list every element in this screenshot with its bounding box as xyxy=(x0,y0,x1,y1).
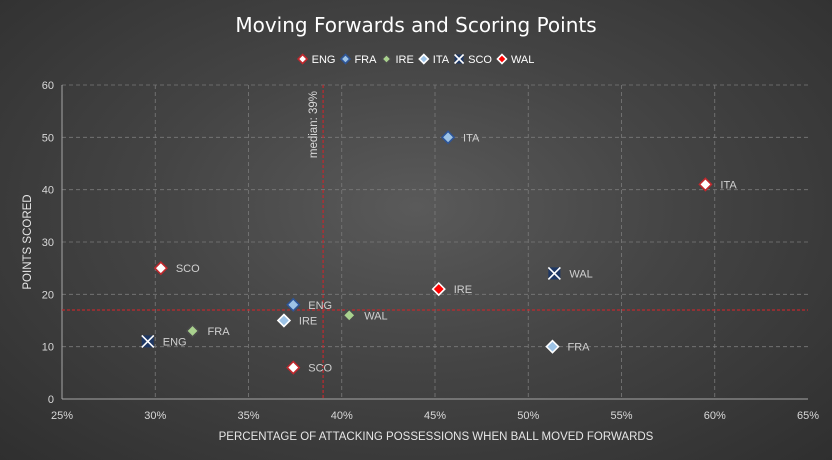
data-point-sco xyxy=(547,266,561,280)
legend-marker xyxy=(380,53,393,65)
y-tick-label: 50 xyxy=(42,132,54,144)
data-point-sco xyxy=(141,334,155,348)
legend-marker xyxy=(418,53,430,65)
data-label: WAL xyxy=(364,310,387,322)
x-tick-label: 30% xyxy=(144,410,166,422)
data-points: ITA SCO SCO ITA ENG FRA WAL FRA IRE ENG WAL IRE xyxy=(141,130,737,375)
y-tick-label: 0 xyxy=(48,394,54,406)
data-label: ITA xyxy=(463,132,480,144)
legend-marker xyxy=(339,53,352,65)
x-tick-label: 45% xyxy=(424,410,446,422)
y-axis-label: POINTS SCORED xyxy=(22,194,34,289)
legend-label: ENG xyxy=(312,54,336,66)
data-label: IRE xyxy=(454,284,472,296)
legend-item-eng: ENG xyxy=(296,53,336,66)
x-tick-label: 35% xyxy=(237,410,259,422)
data-label: IRE xyxy=(299,316,317,328)
gridlines xyxy=(62,84,808,399)
x-tick-label: 65% xyxy=(797,410,819,422)
median-label: median: 39% xyxy=(308,91,320,158)
x-tick-label: 25% xyxy=(51,410,73,422)
data-point-fra xyxy=(440,130,456,145)
x-tick-label: 60% xyxy=(704,410,726,422)
legend-item-sco: SCO xyxy=(454,53,492,66)
legend-item-wal: WAL xyxy=(496,53,534,66)
marker-stroke xyxy=(547,266,561,280)
tick-labels: 25% 30% 35% 40% 45% 50% 55% 60% 65% 0 10 20 30 40 50 60 xyxy=(42,80,819,422)
data-label: ENG xyxy=(308,300,332,312)
marker-stroke xyxy=(454,53,465,65)
x-axis-label: PERCENTAGE OF ATTACKING POSSESSIONS WHEN… xyxy=(219,431,654,443)
x-tick-label: 40% xyxy=(331,410,353,422)
legend-marker xyxy=(454,53,465,65)
legend-label: IRE xyxy=(395,54,413,66)
data-label: FRA xyxy=(208,326,231,338)
data-point-eng xyxy=(153,261,168,276)
chart-title: Moving Forwards and Scoring Points xyxy=(235,13,596,37)
data-label: FRA xyxy=(567,342,590,354)
data-label: WAL xyxy=(569,268,592,280)
data-label: SCO xyxy=(308,363,332,375)
legend-marker xyxy=(496,53,508,65)
y-tick-label: 20 xyxy=(42,289,54,301)
data-point-fra xyxy=(286,297,301,312)
marker-stroke xyxy=(141,334,155,348)
data-point-ire xyxy=(342,308,357,323)
data-point-eng xyxy=(286,360,301,375)
legend-label: SCO xyxy=(468,54,492,66)
data-label: ENG xyxy=(163,336,187,348)
data-point-wal xyxy=(431,281,446,297)
y-tick-label: 10 xyxy=(42,342,54,354)
legend-label: ITA xyxy=(433,54,450,66)
legend-label: FRA xyxy=(354,54,377,66)
x-tick-label: 50% xyxy=(517,410,539,422)
legend-item-ire: IRE xyxy=(380,53,414,66)
data-label: ITA xyxy=(720,179,737,191)
legend-item-ita: ITA xyxy=(418,53,450,66)
data-point-ita xyxy=(545,339,560,354)
legend: ENG FRA IRE ITA SCO WAL xyxy=(296,53,534,66)
legend-label: WAL xyxy=(511,54,534,66)
reference-lines: median: 39% xyxy=(62,85,808,399)
legend-marker xyxy=(296,53,309,65)
data-point-ire xyxy=(185,323,200,339)
data-point-ita xyxy=(276,313,292,328)
data-label: SCO xyxy=(176,263,200,275)
legend-item-fra: FRA xyxy=(339,53,377,66)
x-tick-label: 55% xyxy=(610,410,632,422)
y-tick-label: 30 xyxy=(42,237,54,249)
y-tick-label: 40 xyxy=(42,185,54,197)
axes xyxy=(61,85,808,400)
y-tick-label: 60 xyxy=(42,80,54,92)
data-point-eng xyxy=(698,177,713,192)
